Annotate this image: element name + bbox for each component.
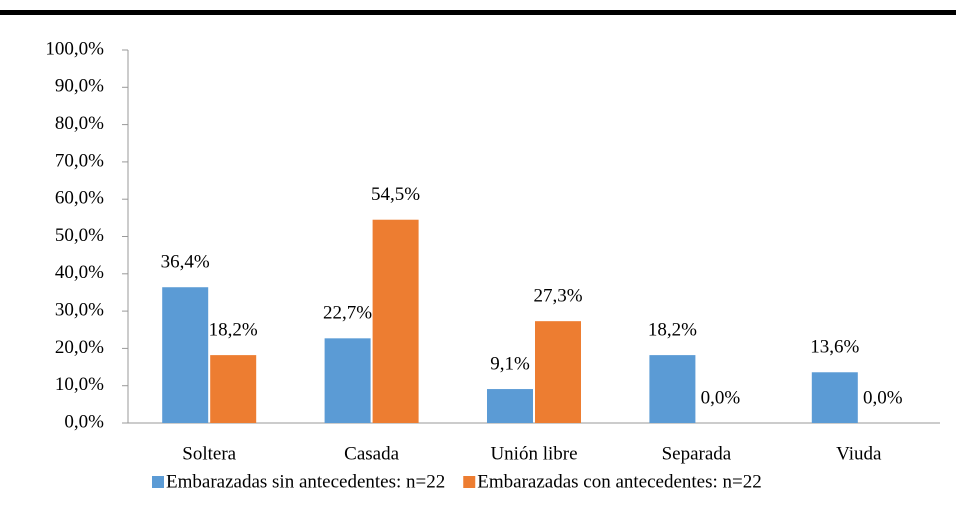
y-tick-label: 50,0% [55,225,104,246]
data-label: 0,0% [863,387,903,408]
y-tick-label: 90,0% [55,76,104,97]
data-label: 18,2% [209,319,258,340]
y-tick-label: 0,0% [64,411,104,432]
y-tick-label: 30,0% [55,299,104,320]
y-tick-label: 40,0% [55,262,104,283]
data-label: 9,1% [490,353,530,374]
x-tick-label: Casada [344,443,399,464]
data-label: 54,5% [371,184,420,205]
bar [210,355,257,423]
data-label: 13,6% [810,337,859,358]
data-label: 22,7% [323,303,372,324]
y-tick-label: 10,0% [55,374,104,395]
legend-swatch [152,476,164,488]
top-rule [0,10,956,15]
x-tick-label: Soltera [182,443,236,464]
y-tick-label: 100,0% [45,38,104,59]
bar [649,355,696,423]
bar [372,219,419,423]
data-label: 0,0% [701,387,741,408]
legend-swatch [463,476,476,488]
x-tick-label: Separada [662,443,732,464]
bar [535,321,581,423]
legend-label: Embarazadas sin antecedentes: n=22 [166,471,445,492]
data-label: 36,4% [161,252,210,273]
data-label: 27,3% [533,286,582,307]
bar [811,372,858,423]
y-tick-label: 70,0% [55,150,104,171]
bar [162,287,209,423]
y-tick-label: 60,0% [55,188,104,209]
y-tick-label: 20,0% [55,337,104,358]
bar [487,389,533,423]
bar [324,338,371,423]
x-tick-label: Viuda [836,443,882,464]
data-label: 18,2% [648,319,697,340]
legend-label: Embarazadas con antecedentes: n=22 [477,471,762,492]
x-tick-label: Unión libre [490,443,577,464]
y-tick-label: 80,0% [55,113,104,134]
